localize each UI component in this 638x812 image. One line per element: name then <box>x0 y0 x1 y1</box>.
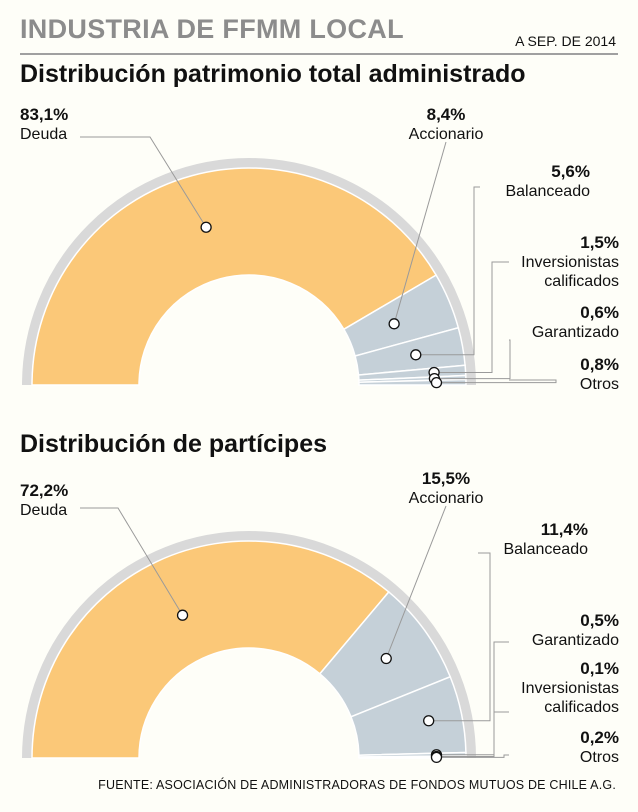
chart-1-value-label-3: 5,6% <box>551 162 590 181</box>
chart-1-category-label-3: Balanceado <box>505 183 590 200</box>
chart-2-leader-6 <box>436 754 509 758</box>
chart-2-leader-3 <box>428 552 491 722</box>
chart-2-category-label-1: Deuda <box>20 502 67 519</box>
chart-1-leader-1 <box>80 136 207 228</box>
chart-2-marker-3 <box>423 715 435 727</box>
chart-1-leader-3 <box>415 186 480 356</box>
chart-1-category-label-5: Garantizado <box>532 324 619 341</box>
page-title: INDUSTRIA DE FFMM LOCAL <box>20 14 404 44</box>
chart-1-value-label-1: 83,1% <box>20 105 68 124</box>
chart-1-value-label-6: 0,8% <box>580 355 619 374</box>
chart-1-leader-4 <box>434 261 509 373</box>
chart-2-value-label-1: 72,2% <box>20 481 68 500</box>
chart-2-title: Distribución de partícipes <box>20 430 328 458</box>
chart-2-category-label-4: Garantizado <box>532 632 619 649</box>
chart-2-marker-2 <box>380 652 392 665</box>
chart-1-marker-3 <box>410 349 422 361</box>
chart-1-category-label-4-line2: calificados <box>544 273 619 290</box>
chart-1-value-label-5: 0,6% <box>580 303 619 322</box>
chart-1-marker-1 <box>200 221 212 233</box>
chart-2-group: 72,2% Deuda 15,5% Accionario 11,4% Balanceado… <box>20 469 619 766</box>
chart-2-leader-5 <box>436 711 509 758</box>
chart-1-title: Distribución patrimonio total administra… <box>20 60 526 88</box>
chart-2-category-label-3: Balanceado <box>503 541 588 558</box>
chart-2-value-label-3: 11,4% <box>541 520 588 539</box>
chart-1-leader-2 <box>393 141 447 324</box>
chart-2-category-label-5: Inversionistas <box>521 680 619 697</box>
chart-1-category-label-2: Accionario <box>409 126 484 143</box>
chart-2-value-label-4: 0,5% <box>580 611 619 630</box>
chart-1-leader-6 <box>436 379 557 384</box>
chart-1-value-label-4: 1,5% <box>580 233 619 252</box>
chart-2-slice-1 <box>31 540 390 759</box>
chart-2-outer-ring <box>22 531 476 759</box>
chart-2-category-label-2: Accionario <box>409 490 484 507</box>
chart-2-category-label-5-line2: calificados <box>544 699 619 716</box>
chart-1-category-label-6: Otros <box>580 376 619 393</box>
header: INDUSTRIA DE FFMM LOCAL A SEP. DE 2014 <box>0 0 638 56</box>
date-label: A SEP. DE 2014 <box>515 33 616 49</box>
chart-1-marker-6 <box>430 376 443 389</box>
chart-2-value-label-5: 0,1% <box>580 659 619 678</box>
chart-2-marker-1 <box>176 609 189 621</box>
chart-1-outer-ring <box>22 158 476 386</box>
chart-2-leader-2 <box>385 505 447 659</box>
chart-2-marker-6 <box>430 751 443 764</box>
chart-1-slice-1 <box>31 167 438 386</box>
source-note: FUENTE: ASOCIACIÓN DE ADMINISTRADORAS DE… <box>98 778 616 792</box>
chart-1-leader-5 <box>434 339 511 380</box>
chart-1-group: 83,1% Deuda 8,4% Accionario 5,6% Balanceado 1,… <box>20 105 619 393</box>
chart-2-category-label-6: Otros <box>580 749 619 766</box>
chart-1-category-label-1: Deuda <box>20 126 67 143</box>
chart-2-value-label-6: 0,2% <box>580 728 619 747</box>
chart-1-marker-2 <box>388 318 400 330</box>
header-divider <box>20 53 618 55</box>
chart-2-leader-4 <box>436 641 509 756</box>
chart-1-value-label-2: 8,4% <box>427 105 466 124</box>
chart-2-leader-1 <box>80 507 183 616</box>
chart-2-value-label-2: 15,5% <box>422 469 470 488</box>
chart-1-category-label-4: Inversionistas <box>521 254 619 271</box>
